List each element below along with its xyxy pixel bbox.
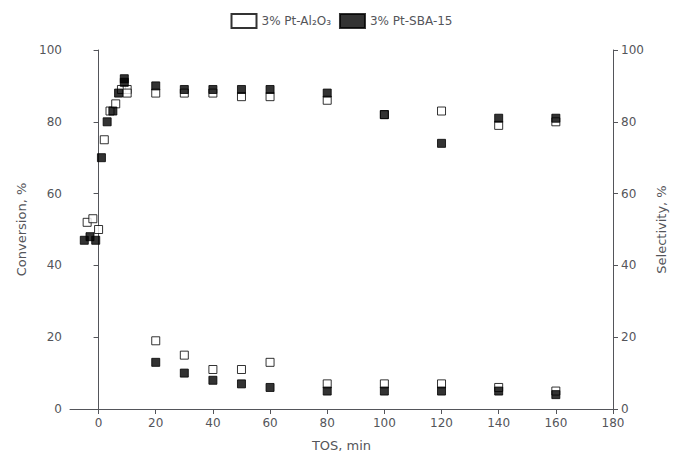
- svg-text:20: 20: [148, 416, 163, 430]
- svg-text:120: 120: [430, 416, 453, 430]
- svg-text:60: 60: [621, 187, 636, 201]
- svg-text:Conversion, %: Conversion, %: [14, 183, 29, 277]
- svg-text:80: 80: [621, 115, 636, 129]
- svg-text:Selectivity, %: Selectivity, %: [654, 185, 669, 273]
- svg-text:60: 60: [262, 416, 277, 430]
- svg-text:60: 60: [47, 187, 62, 201]
- svg-text:3% Pt-SBA-15: 3% Pt-SBA-15: [370, 14, 453, 28]
- svg-text:3% Pt-Al₂O₃: 3% Pt-Al₂O₃: [262, 14, 332, 28]
- svg-text:80: 80: [320, 416, 335, 430]
- svg-text:180: 180: [602, 416, 625, 430]
- svg-text:160: 160: [544, 416, 567, 430]
- svg-text:40: 40: [621, 258, 636, 272]
- svg-text:20: 20: [621, 330, 636, 344]
- svg-text:140: 140: [487, 416, 510, 430]
- svg-text:TOS, min: TOS, min: [311, 438, 371, 453]
- svg-text:100: 100: [373, 416, 396, 430]
- svg-text:80: 80: [47, 115, 62, 129]
- svg-text:100: 100: [39, 43, 62, 57]
- svg-text:100: 100: [621, 43, 644, 57]
- svg-text:40: 40: [47, 258, 62, 272]
- svg-text:0: 0: [621, 402, 629, 416]
- svg-text:0: 0: [54, 402, 62, 416]
- svg-text:0: 0: [95, 416, 103, 430]
- svg-text:40: 40: [205, 416, 220, 430]
- svg-text:20: 20: [47, 330, 62, 344]
